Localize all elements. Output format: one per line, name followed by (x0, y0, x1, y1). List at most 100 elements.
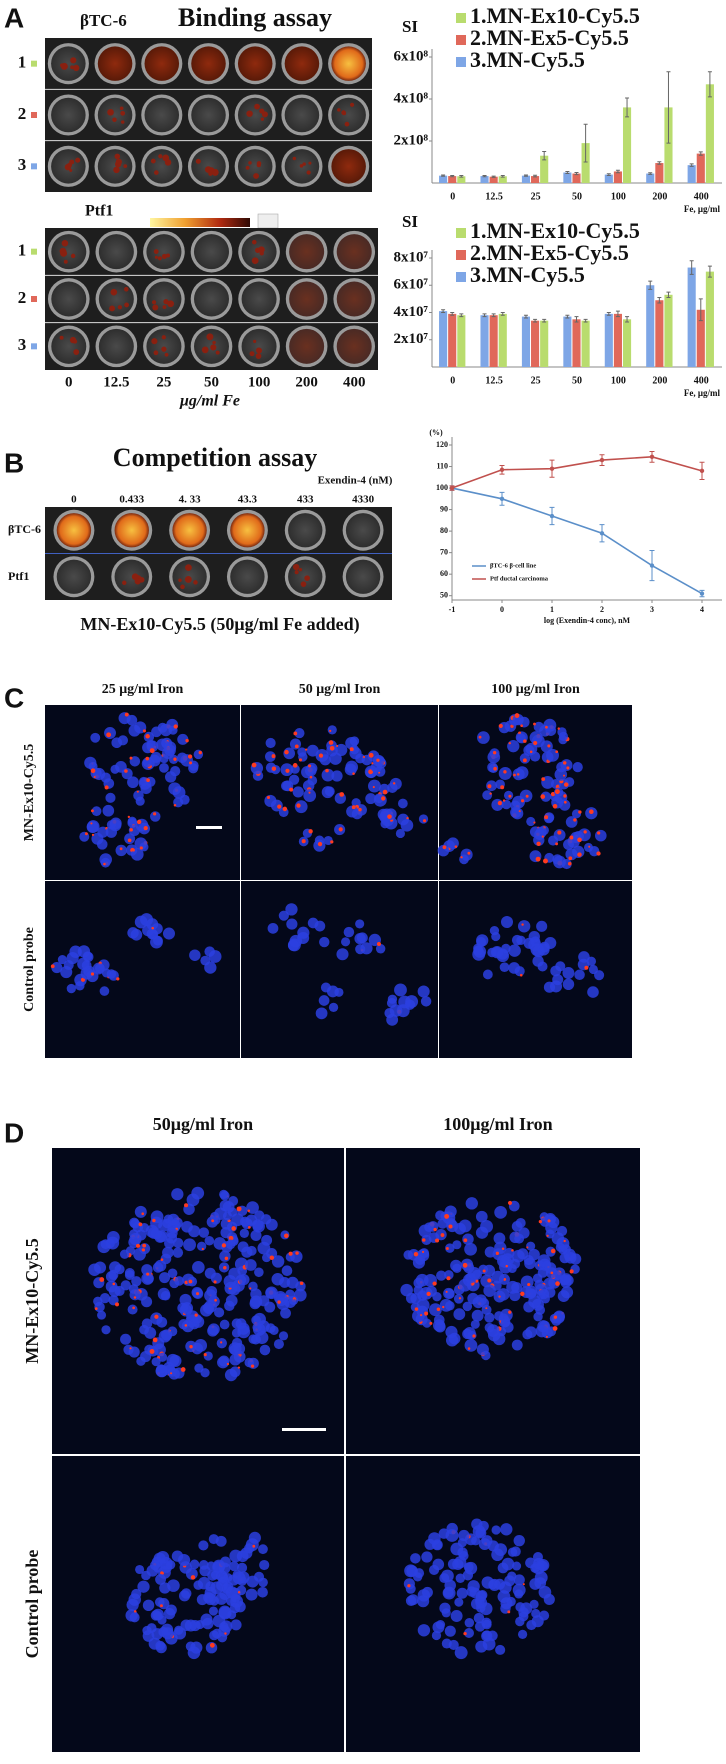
probe-signal (541, 835, 544, 838)
speck (73, 64, 80, 72)
nucleus (228, 1267, 241, 1280)
speck (73, 349, 78, 354)
nucleus (259, 1559, 270, 1571)
error-bar (533, 174, 538, 178)
speck (294, 570, 299, 575)
probe-signal (358, 807, 362, 812)
nucleus (155, 1364, 168, 1378)
nucleus (204, 1235, 215, 1246)
nucleus (109, 1261, 122, 1274)
well-inner (288, 513, 323, 548)
nucleus (487, 1324, 500, 1337)
nucleus (455, 1573, 466, 1583)
nucleus (486, 780, 497, 792)
nucleus (491, 1270, 505, 1284)
probe-signal (308, 829, 313, 834)
speck (304, 575, 310, 581)
nucleus (120, 1333, 132, 1345)
nucleus (214, 1307, 225, 1318)
panel-label: A (4, 2, 24, 33)
concentration-label: 12.5 (103, 374, 129, 390)
probe-signal (173, 804, 177, 807)
nucleus (537, 961, 548, 972)
probe-signal (103, 862, 106, 866)
error-bar (648, 280, 653, 290)
legend-label: 1.MN-Ex10-Cy5.5 (470, 3, 640, 28)
probe-signal (566, 766, 570, 770)
probe-signal (185, 738, 189, 743)
nucleus (220, 1556, 231, 1568)
nucleus (543, 812, 555, 823)
probe-signal (545, 1335, 548, 1338)
speck (260, 117, 265, 121)
probe-signal (562, 761, 567, 765)
speck (195, 158, 201, 164)
probe-signal (50, 964, 55, 969)
probe-signal (578, 810, 582, 814)
nucleus (159, 1272, 171, 1284)
probe-signal (142, 1243, 147, 1248)
nucleus (126, 1598, 139, 1612)
probe-signal (429, 1321, 433, 1325)
nucleus (271, 1273, 284, 1286)
well-inner (336, 234, 372, 270)
nucleus (157, 1287, 171, 1301)
nucleus (194, 1339, 208, 1352)
concentration-label: 0 (65, 374, 73, 390)
nucleus (97, 1310, 107, 1320)
well-inner (191, 46, 226, 81)
nucleus (464, 1617, 475, 1628)
nucleus (413, 1277, 425, 1289)
probe-signal (589, 809, 594, 815)
well-inner (51, 97, 86, 133)
nucleus (400, 819, 414, 832)
nucleus (416, 1298, 430, 1312)
nucleus (494, 1543, 508, 1557)
x-tick-label: 4 (700, 605, 704, 614)
panel-labels: A βTC-6 Binding assay Ptf1 μg/ml Fe B Co… (4, 2, 393, 1148)
nucleus (450, 1610, 463, 1622)
probe-signal (433, 1227, 437, 1232)
bar (439, 311, 448, 367)
nucleus (482, 790, 493, 801)
nucleus (534, 1571, 548, 1585)
nucleus (245, 1214, 258, 1226)
color-scale (150, 218, 250, 227)
nucleus (595, 829, 607, 842)
probe-signal (124, 769, 128, 773)
nucleus (562, 978, 575, 991)
y-tick-label: 120 (436, 440, 448, 449)
well-inner (144, 97, 180, 133)
nucleus (146, 1564, 159, 1577)
nucleus (144, 1326, 157, 1339)
bar (531, 320, 540, 367)
column-header: 100 μg/ml Iron (491, 682, 580, 697)
nucleus (354, 932, 366, 945)
row-label: 3 (18, 335, 27, 354)
probe-signal (413, 1251, 419, 1257)
probe-signal (160, 1258, 164, 1262)
line (451, 456, 703, 489)
probe-signal (292, 763, 298, 768)
well-inner (144, 149, 180, 184)
probe-signal (252, 1544, 256, 1548)
nucleus (472, 1296, 485, 1309)
row-label: Control probe (22, 1550, 42, 1659)
nucleus (365, 793, 377, 805)
bar (622, 319, 632, 367)
row-label: 1 (18, 241, 27, 260)
nucleus (238, 1274, 250, 1286)
probe-signal (460, 856, 463, 859)
nucleus (93, 1296, 103, 1307)
nucleus (395, 828, 405, 839)
nucleus (105, 1280, 118, 1293)
nucleus (91, 806, 102, 817)
nucleus (384, 1008, 395, 1019)
speck (342, 111, 347, 116)
probe-signal (492, 751, 497, 755)
probe-signal (498, 1295, 501, 1298)
nucleus (126, 714, 138, 726)
nucleus (248, 1531, 261, 1544)
y-tick-label: 4x10⁷ (394, 304, 429, 320)
cell-line: βTC-6 (80, 11, 127, 30)
